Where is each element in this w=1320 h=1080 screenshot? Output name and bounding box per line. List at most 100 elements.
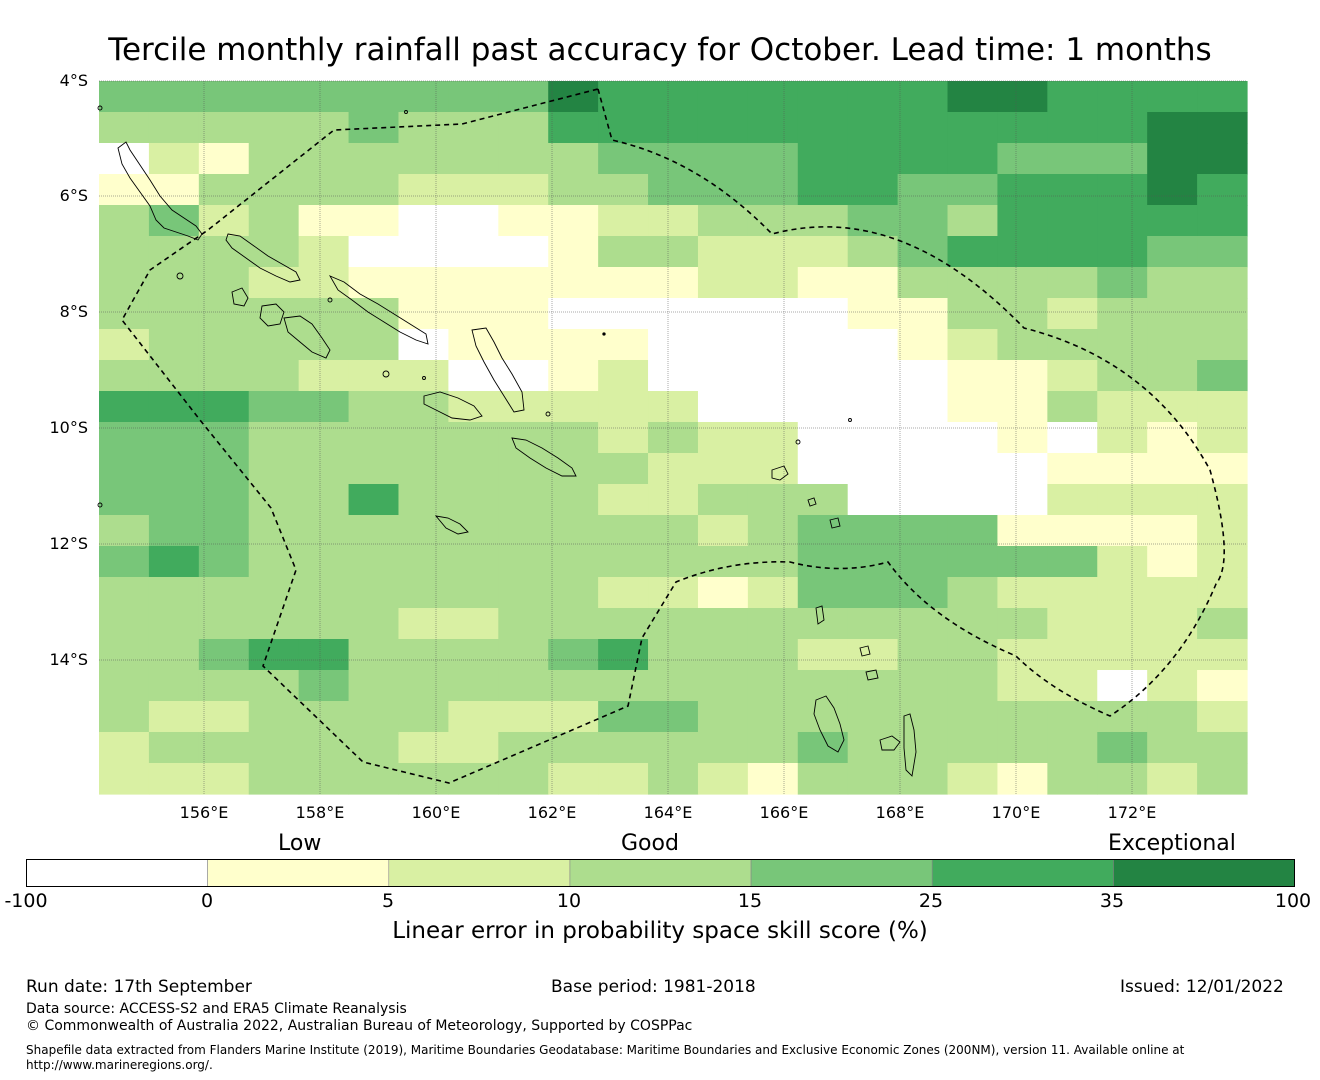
grid-cell bbox=[348, 236, 400, 268]
grid-cell bbox=[598, 732, 649, 764]
grid-cell bbox=[348, 360, 400, 392]
grid-cell bbox=[947, 763, 999, 795]
grid-cell bbox=[747, 577, 799, 609]
grid-cell bbox=[847, 236, 899, 268]
shapefile-credit: Shapefile data extracted from Flanders M… bbox=[26, 1043, 1185, 1072]
grid-cell bbox=[448, 391, 499, 423]
grid-cell bbox=[1047, 112, 1098, 144]
grid-cell bbox=[747, 329, 799, 361]
grid-cell bbox=[1047, 732, 1098, 764]
colorbar-segment bbox=[1113, 859, 1295, 887]
grid-cell bbox=[1097, 732, 1148, 764]
grid-cell bbox=[797, 360, 849, 392]
grid-cell bbox=[348, 701, 400, 733]
grid-cell bbox=[99, 546, 150, 578]
grid-cell bbox=[697, 732, 749, 764]
grid-cell bbox=[248, 639, 300, 671]
grid-cell bbox=[1047, 298, 1098, 330]
grid-cell bbox=[648, 360, 699, 392]
grid-cell bbox=[947, 391, 999, 423]
grid-cell bbox=[1047, 515, 1098, 547]
grid-cell bbox=[797, 205, 849, 237]
grid-cell bbox=[797, 112, 849, 144]
grid-cell bbox=[498, 174, 549, 206]
colorbar-tick-25: 25 bbox=[918, 890, 944, 912]
grid-cell bbox=[598, 360, 649, 392]
grid-cell bbox=[797, 763, 849, 795]
grid-cell bbox=[947, 577, 999, 609]
grid-cell bbox=[797, 174, 849, 206]
grid-cell bbox=[1147, 236, 1198, 268]
grid-cell bbox=[1197, 515, 1248, 547]
grid-cell bbox=[847, 453, 899, 485]
grid-cell bbox=[648, 81, 699, 113]
grid-cell bbox=[997, 484, 1048, 516]
grid-cell bbox=[448, 267, 499, 299]
grid-cell bbox=[298, 236, 350, 268]
grid-cell bbox=[348, 205, 400, 237]
grid-cell bbox=[498, 236, 549, 268]
grid-cell bbox=[1197, 236, 1248, 268]
grid-cell bbox=[1047, 546, 1098, 578]
grid-cell bbox=[348, 515, 400, 547]
grid-cell bbox=[548, 763, 599, 795]
grid-cell bbox=[348, 732, 400, 764]
grid-cell bbox=[448, 174, 499, 206]
grid-cell bbox=[248, 577, 300, 609]
grid-cell bbox=[99, 112, 150, 144]
grid-cell bbox=[1097, 236, 1148, 268]
grid-cell bbox=[148, 81, 200, 113]
grid-cell bbox=[398, 422, 449, 454]
grid-cell bbox=[598, 267, 649, 299]
grid-cell bbox=[1147, 81, 1198, 113]
grid-cell bbox=[148, 484, 200, 516]
grid-cell bbox=[847, 608, 899, 640]
island-bougainville bbox=[117, 141, 203, 241]
grid-cell bbox=[747, 298, 799, 330]
grid-cell bbox=[198, 422, 250, 454]
grid-cell bbox=[947, 112, 999, 144]
grid-cell bbox=[598, 701, 649, 733]
grid-cell bbox=[747, 112, 799, 144]
grid-cell bbox=[648, 453, 699, 485]
grid-cell bbox=[548, 608, 599, 640]
grid-cell bbox=[248, 360, 300, 392]
grid-cell bbox=[747, 670, 799, 702]
grid-cell bbox=[498, 546, 549, 578]
grid-cell bbox=[1197, 546, 1248, 578]
colorbar-segments bbox=[26, 859, 1295, 887]
grid-cell bbox=[997, 639, 1048, 671]
grid-cell bbox=[99, 205, 150, 237]
grid-cell bbox=[1147, 639, 1198, 671]
grid-cell bbox=[448, 484, 499, 516]
grid-cell bbox=[1197, 608, 1248, 640]
grid-cell bbox=[897, 422, 949, 454]
grid-cell bbox=[148, 701, 200, 733]
grid-cell bbox=[1147, 670, 1198, 702]
grid-cell bbox=[348, 329, 400, 361]
grid-cell bbox=[1147, 360, 1198, 392]
grid-cell bbox=[1047, 608, 1098, 640]
grid-cell bbox=[797, 484, 849, 516]
grid-cell bbox=[198, 329, 250, 361]
grid-cell bbox=[148, 298, 200, 330]
grid-cell bbox=[1197, 453, 1248, 485]
grid-cell bbox=[598, 81, 649, 113]
grid-cell bbox=[1097, 422, 1148, 454]
grid-cell bbox=[1097, 205, 1148, 237]
grid-cell bbox=[1197, 670, 1248, 702]
grid-cell bbox=[248, 112, 300, 144]
grid-cell bbox=[148, 329, 200, 361]
grid-cell bbox=[398, 174, 449, 206]
grid-cell bbox=[298, 360, 350, 392]
grid-cell bbox=[1097, 360, 1148, 392]
grid-cell bbox=[1197, 174, 1248, 206]
grid-cell bbox=[797, 81, 849, 113]
colorbar-tick-0: 0 bbox=[200, 890, 214, 912]
grid-cell bbox=[298, 174, 350, 206]
grid-cell bbox=[398, 763, 449, 795]
lat-label-10s: 10°S bbox=[49, 418, 88, 437]
grid-cell bbox=[148, 174, 200, 206]
grid-cell bbox=[947, 298, 999, 330]
grid-cell bbox=[947, 236, 999, 268]
